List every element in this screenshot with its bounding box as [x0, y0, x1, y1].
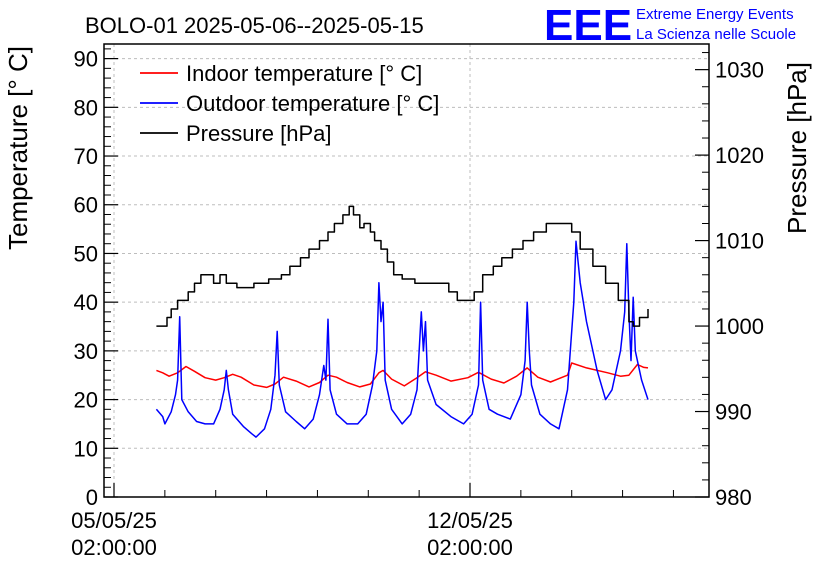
y-tick-label: 0	[86, 485, 98, 510]
series-line-pressure	[156, 205, 649, 327]
y-tick-label: 90	[74, 47, 98, 72]
legend: Indoor temperature [° C] Outdoor temperat…	[140, 61, 439, 146]
logo-mark: EEE	[544, 1, 632, 50]
y-tick-label: 30	[74, 339, 98, 364]
y-tick-label: 20	[74, 388, 98, 413]
series-line-outdoor	[155, 240, 649, 438]
legend-label-outdoor: Outdoor temperature [° C]	[186, 91, 439, 116]
x-tick-label: 02:00:00	[427, 535, 513, 560]
y-tick-label: 60	[74, 193, 98, 218]
y-tick-label: 80	[74, 95, 98, 120]
logo-line2: La Scienza nelle Scuole	[636, 26, 796, 43]
y-tick-label: 40	[74, 290, 98, 315]
y-tick-label: 70	[74, 144, 98, 169]
y-tick-label: 10	[74, 436, 98, 461]
grid	[104, 44, 709, 497]
y-tick-label: 50	[74, 241, 98, 266]
eee-logo: EEE Extreme Energy Events La Scienza nel…	[544, 1, 796, 50]
y-axis-title: Temperature [° C]	[3, 46, 33, 250]
y2-tick-label: 1030	[715, 58, 764, 83]
plot-frame	[103, 43, 710, 498]
y2-tick-label: 980	[715, 485, 752, 510]
series-lines	[155, 205, 649, 438]
logo-line1: Extreme Energy Events	[636, 6, 794, 23]
y2-tick-label: 990	[715, 400, 752, 425]
y2-tick-label: 1010	[715, 229, 764, 254]
x-tick-label: 02:00:00	[71, 535, 157, 560]
axis-ticks: 0102030405060708090980990100010101020103…	[71, 47, 764, 560]
y2-tick-label: 1000	[715, 314, 764, 339]
series-line-indoor	[156, 362, 649, 389]
y2-axis-title: Pressure [hPa]	[782, 62, 812, 234]
y2-tick-label: 1020	[715, 143, 764, 168]
chart-title: BOLO-01 2025-05-06--2025-05-15	[85, 13, 424, 38]
legend-label-indoor: Indoor temperature [° C]	[186, 61, 422, 86]
legend-label-pressure: Pressure [hPa]	[186, 121, 332, 146]
x-tick-label: 05/05/25	[71, 508, 157, 533]
x-tick-label: 12/05/25	[427, 508, 513, 533]
